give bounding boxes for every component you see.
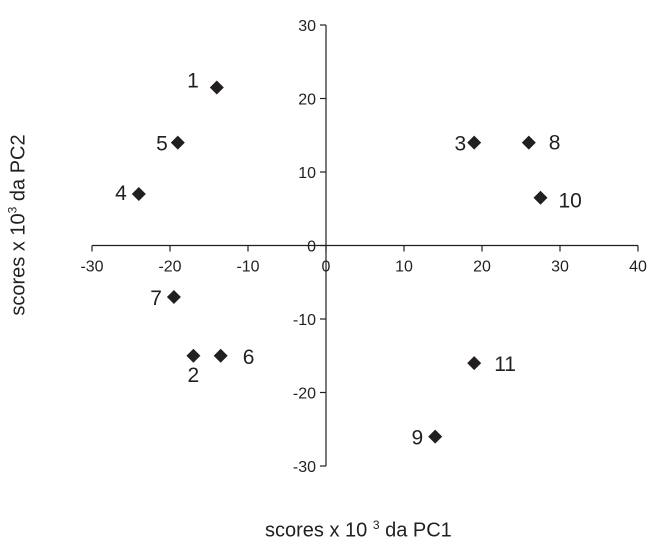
x-tick-label: 10 [395, 259, 413, 276]
data-point-4 [131, 187, 146, 202]
point-label-7: 7 [150, 287, 162, 310]
point-label-11: 11 [494, 353, 516, 376]
x-tick-label: -20 [158, 259, 181, 276]
data-point-5 [170, 135, 185, 150]
data-point-8 [521, 135, 536, 150]
data-point-6 [213, 348, 228, 363]
point-label-10: 10 [559, 190, 582, 213]
axes [92, 25, 638, 466]
data-point-7 [166, 289, 181, 304]
x-tick-label: 0 [322, 259, 331, 276]
data-point-9 [428, 429, 443, 444]
y-axis-label: scores x 103 da PC2 [5, 134, 30, 316]
x-tick-label: 20 [473, 259, 491, 276]
x-tick-label: 40 [629, 259, 647, 276]
y-tick-label: 30 [298, 18, 316, 35]
x-tick-label: -30 [80, 259, 103, 276]
point-label-5: 5 [156, 133, 168, 156]
x-axis-label: scores x 10 3 da PC1 [265, 518, 452, 542]
point-label-9: 9 [412, 427, 424, 450]
data-point-2 [186, 348, 201, 363]
point-label-4: 4 [115, 182, 127, 205]
y-tick-label: -30 [293, 459, 316, 476]
point-label-8: 8 [549, 132, 561, 155]
data-point-3 [467, 135, 482, 150]
point-label-1: 1 [187, 69, 199, 92]
x-tick-label: -10 [236, 259, 259, 276]
point-label-2: 2 [188, 364, 200, 387]
point-label-6: 6 [243, 346, 255, 369]
ticks: -30 -20 -10 0 10 20 30 40 -30 -20 -10 0 10 20 30 [80, 18, 647, 476]
data-point-1 [209, 80, 224, 95]
x-tick-label: 30 [551, 259, 569, 276]
point-label-3: 3 [455, 133, 467, 156]
y-tick-label: 20 [298, 92, 316, 109]
y-tick-label: -10 [293, 312, 316, 329]
data-points: 1 2 3 4 5 6 7 8 9 10 11 [115, 69, 582, 449]
y-tick-label: 10 [298, 165, 316, 182]
y-tick-label: -20 [293, 386, 316, 403]
data-point-11 [467, 356, 482, 371]
data-point-10 [533, 190, 548, 205]
y-tick-label: 0 [307, 239, 316, 256]
